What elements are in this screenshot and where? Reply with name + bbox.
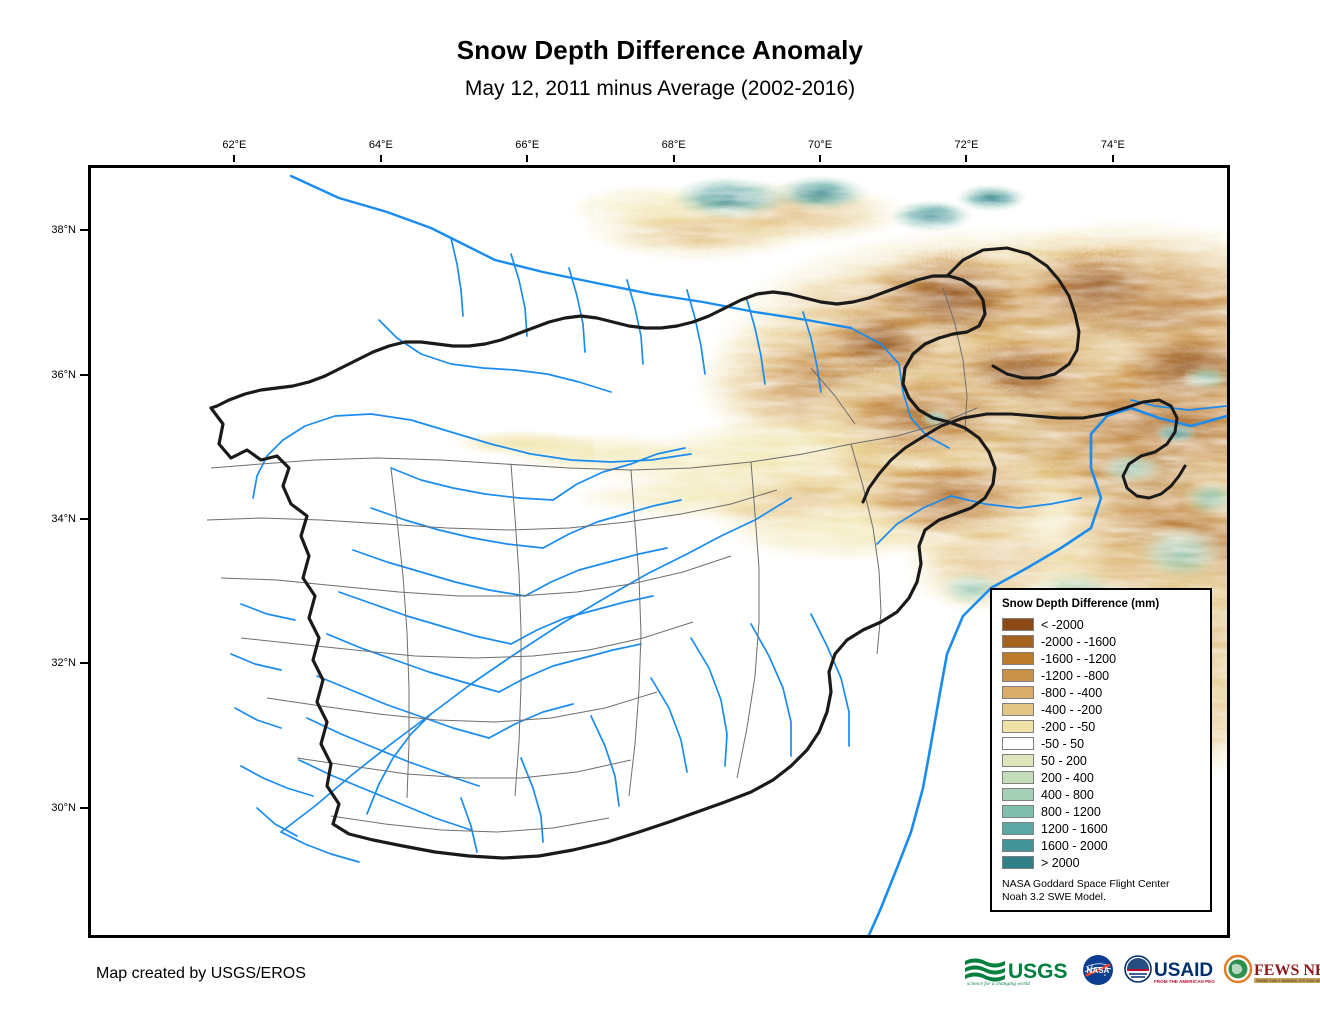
longitude-tick-label: 66°E (515, 139, 540, 151)
svg-text:science for a changing world: science for a changing world (967, 980, 1030, 987)
legend-row: -800 - -400 (1002, 684, 1202, 701)
legend-range-label: -200 - -50 (1041, 719, 1096, 734)
map-raster (91, 168, 1227, 935)
longitude-tick-mark (233, 155, 236, 162)
latitude-tick-mark (80, 662, 88, 665)
nasa-logo: NASA (1083, 955, 1113, 985)
legend-range-label: -800 - -400 (1041, 685, 1103, 700)
map-canvas[interactable] (91, 168, 1227, 935)
svg-text:FROM THE AMERICAN PEOPLE: FROM THE AMERICAN PEOPLE (1154, 979, 1215, 984)
legend-color-swatch (1002, 856, 1034, 869)
afghanistan-border (209, 274, 997, 860)
legend-row: 50 - 200 (1002, 752, 1202, 769)
latitude-tick-mark (80, 806, 88, 809)
legend-color-swatch (1002, 652, 1034, 665)
latitude-tick-mark (80, 229, 88, 232)
legend-range-label: < -2000 (1041, 617, 1084, 632)
longitude-tick-label: 72°E (954, 139, 979, 151)
longitude-tick-label: 70°E (808, 139, 833, 151)
legend-color-swatch (1002, 703, 1034, 716)
legend-color-swatch (1002, 822, 1034, 835)
legend-color-swatch (1002, 805, 1034, 818)
latitude-tick-mark (80, 373, 88, 376)
legend-row: -200 - -50 (1002, 718, 1202, 735)
longitude-tick-mark (819, 155, 822, 162)
legend-color-swatch (1002, 737, 1034, 750)
longitude-tick-mark (526, 155, 529, 162)
latitude-tick-label: 38°N (51, 224, 76, 237)
logo-bar: USGS science for a changing world NASA U… (963, 950, 1320, 990)
latitude-tick-label: 34°N (51, 512, 76, 525)
legend-range-label: 400 - 800 (1041, 787, 1094, 802)
legend-row: -50 - 50 (1002, 735, 1202, 752)
legend-range-label: -1600 - -1200 (1041, 651, 1117, 666)
legend-color-swatch (1002, 635, 1034, 648)
longitude-tick-label: 62°E (222, 139, 247, 151)
usgs-logo: USGS science for a changing world (965, 958, 1068, 987)
page-subtitle: May 12, 2011 minus Average (2002-2016) (464, 76, 856, 100)
latitude-tick-label: 36°N (51, 368, 76, 381)
legend-color-swatch (1002, 720, 1034, 733)
legend-row: > 2000 (1002, 854, 1202, 871)
longitude-tick-mark (965, 155, 968, 162)
legend-row: -1600 - -1200 (1002, 650, 1202, 667)
legend-range-label: 1600 - 2000 (1041, 838, 1108, 853)
title-block: Snow Depth Difference Anomaly May 12, 20… (0, 36, 1320, 100)
legend-title: Snow Depth Difference (mm) (1002, 598, 1160, 610)
legend-color-swatch (1002, 771, 1034, 784)
map-frame[interactable] (88, 165, 1230, 938)
legend-row: < -2000 (1002, 616, 1202, 633)
legend-row: -400 - -200 (1002, 701, 1202, 718)
legend-color-swatch (1002, 754, 1034, 767)
legend-source: NASA Goddard Space Flight Center Noah 3.… (1002, 878, 1202, 904)
map-credit: Map created by USGS/EROS (96, 965, 306, 982)
legend-color-swatch (1002, 839, 1034, 852)
legend-range-label: -1200 - -800 (1041, 668, 1110, 683)
fewsnet-logo: FEWS NET FAMINE EARLY WARNING SYSTEMS NE… (1223, 954, 1320, 984)
legend-range-label: 800 - 1200 (1041, 804, 1101, 819)
legend-rows: < -2000 -2000 - -1600 -1600 - -1200 -1200 -… (1002, 616, 1202, 871)
legend-color-swatch (1002, 788, 1034, 801)
legend-range-label: 50 - 200 (1041, 753, 1087, 768)
legend-panel[interactable]: Snow Depth Difference (mm) < -2000 -2000 … (990, 588, 1212, 913)
legend-color-swatch (1002, 669, 1034, 682)
latitude-tick-label: 30°N (51, 801, 76, 814)
legend-range-label: -2000 - -1600 (1041, 634, 1117, 649)
longitude-tick-mark (1111, 155, 1114, 162)
latitude-tick-mark (80, 517, 88, 520)
legend-range-label: > 2000 (1041, 855, 1080, 870)
legend-row: 1600 - 2000 (1002, 837, 1202, 854)
svg-text:FEWS NET: FEWS NET (1254, 962, 1320, 979)
legend-range-label: -400 - -200 (1041, 702, 1103, 717)
latitude-tick-label: 32°N (51, 657, 76, 670)
legend-row: -1200 - -800 (1002, 667, 1202, 684)
svg-text:USGS: USGS (1008, 960, 1068, 983)
legend-range-label: 200 - 400 (1041, 770, 1094, 785)
legend-row: 1200 - 1600 (1002, 820, 1202, 837)
page-title: Snow Depth Difference Anomaly (456, 35, 864, 65)
longitude-tick-mark (672, 155, 675, 162)
legend-row: 200 - 400 (1002, 769, 1202, 786)
legend-source-line-1: NASA Goddard Space Flight Center (1002, 878, 1170, 890)
usaid-logo: USAID FROM THE AMERICAN PEOPLE (1124, 955, 1215, 984)
svg-text:USAID: USAID (1154, 960, 1213, 981)
neighbouring-borders (861, 246, 1187, 504)
legend-range-label: 1200 - 1600 (1041, 821, 1108, 836)
legend-row: 400 - 800 (1002, 786, 1202, 803)
legend-row: 800 - 1200 (1002, 803, 1202, 820)
legend-source-line-2: Noah 3.2 SWE Model. (1002, 891, 1106, 904)
longitude-tick-label: 74°E (1100, 139, 1125, 151)
svg-text:FAMINE EARLY WARNING SYSTEMS N: FAMINE EARLY WARNING SYSTEMS NETWORK (1256, 979, 1320, 983)
longitude-tick-mark (379, 155, 382, 162)
longitude-tick-label: 68°E (661, 139, 686, 151)
legend-color-swatch (1002, 686, 1034, 699)
svg-text:NASA: NASA (1087, 966, 1110, 975)
legend-range-label: -50 - 50 (1041, 736, 1085, 751)
legend-color-swatch (1002, 618, 1034, 631)
longitude-tick-label: 64°E (368, 139, 393, 151)
legend-row: -2000 - -1600 (1002, 633, 1202, 650)
